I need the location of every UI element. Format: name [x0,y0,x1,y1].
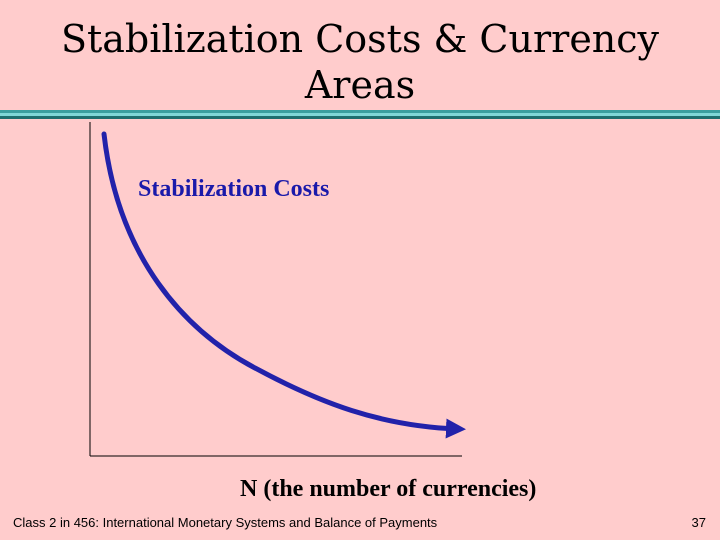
title-line-1: Stabilization Costs & Currency [60,17,660,61]
footer-course-text: Class 2 in 456: International Monetary S… [13,515,438,530]
title-line-2: Areas [304,63,416,107]
curve-label: Stabilization Costs [138,176,330,202]
stabilization-cost-curve [101,131,466,439]
x-axis-label: N (the number of currencies) [240,476,537,502]
page-number: 37 [691,515,706,530]
slide-title: Stabilization Costs & Currency Areas [0,16,720,108]
title-divider-rule [0,110,720,119]
